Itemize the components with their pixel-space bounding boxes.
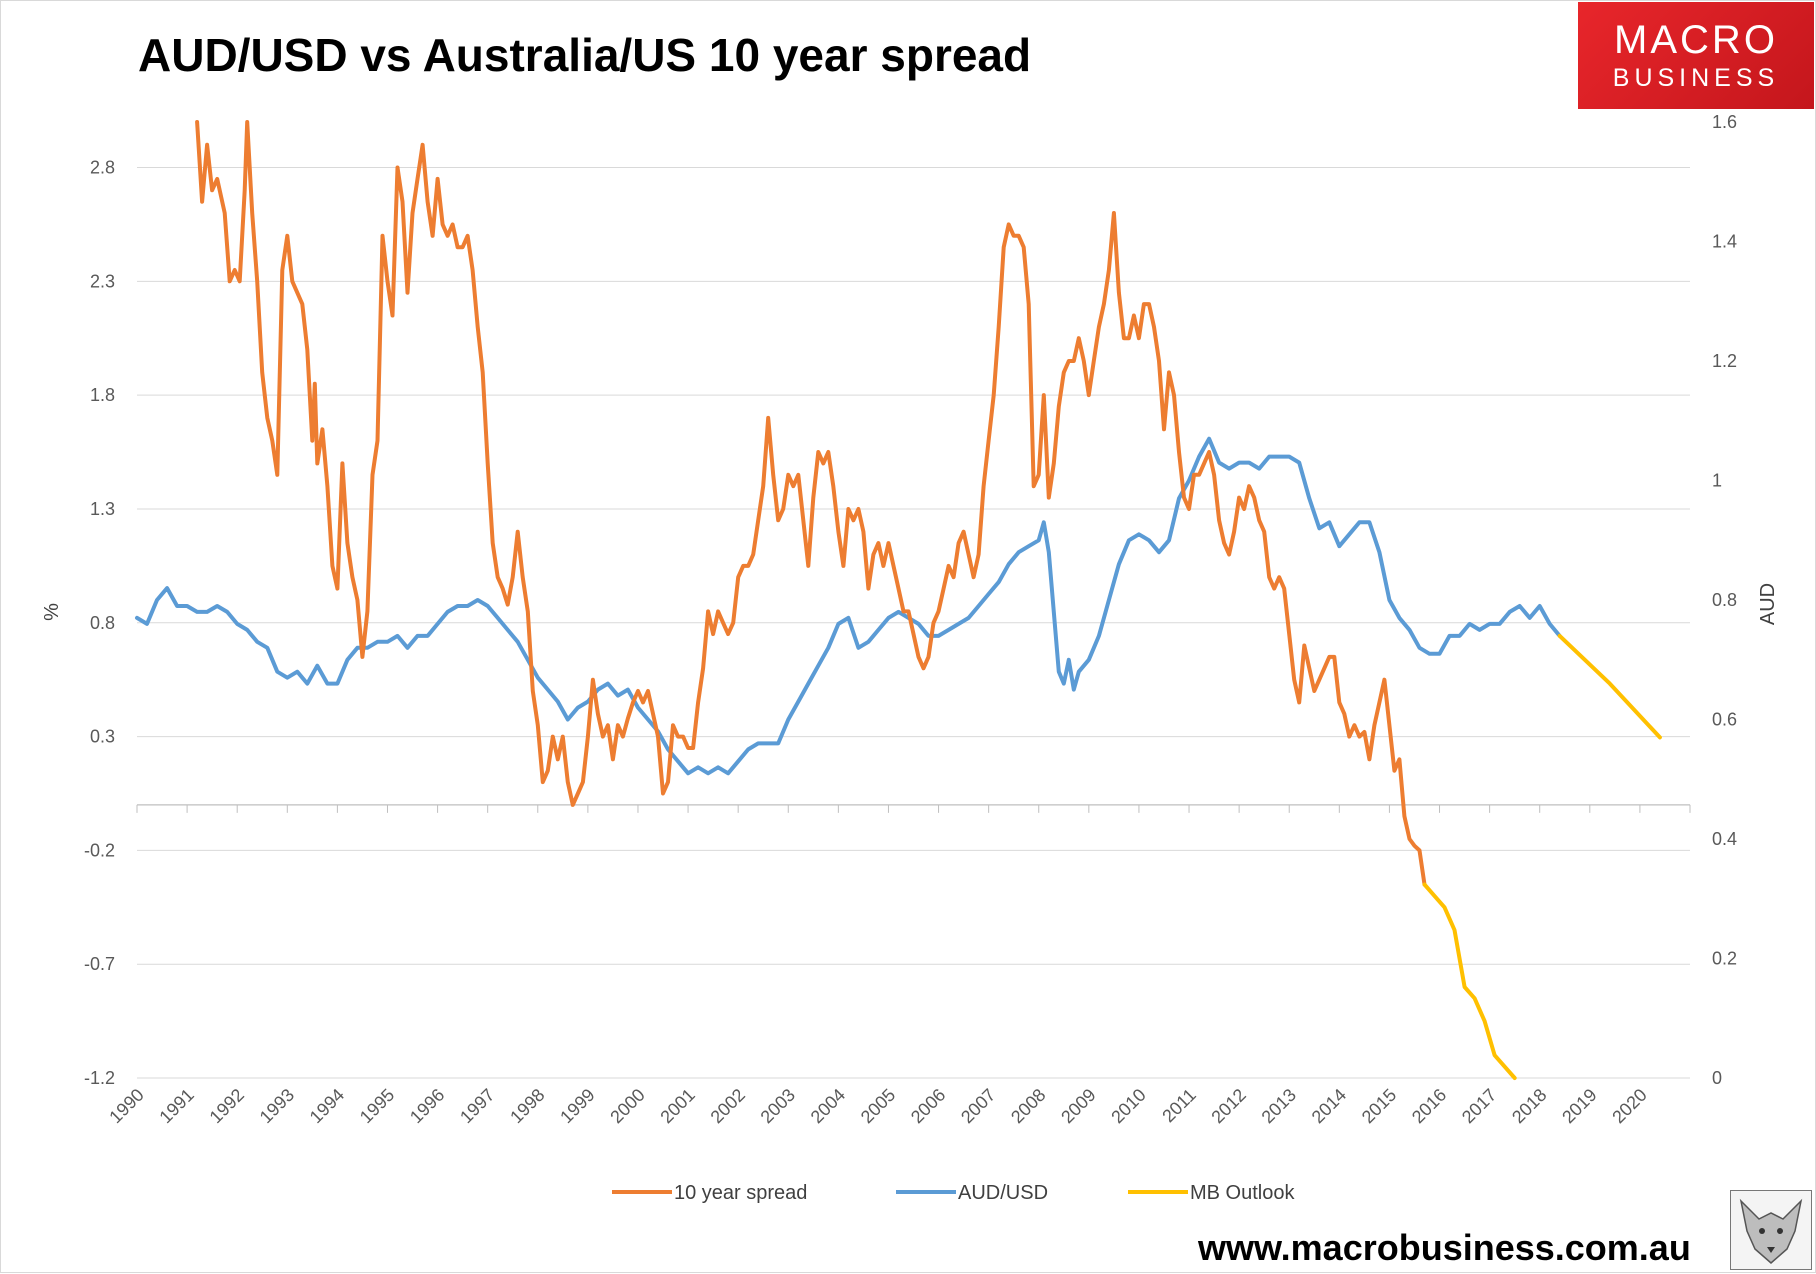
x-tick-label: 2000 [606, 1085, 648, 1127]
series-mb-outlook-line [1422, 882, 1517, 1080]
x-tick-label: 2016 [1408, 1085, 1450, 1127]
legend-entry-label: 10 year spread [674, 1182, 807, 1204]
y-left-tick-label: 0.3 [90, 727, 115, 747]
series-10-year-spread-line [195, 120, 1427, 887]
x-tick-label: 2018 [1508, 1085, 1550, 1127]
x-tick-label: 2010 [1107, 1085, 1149, 1127]
x-tick-label: 2007 [957, 1085, 999, 1127]
y-right-tick-label: 0.6 [1712, 710, 1737, 730]
series-mb-outlook-aud-line [1557, 633, 1662, 740]
x-tick-label: 2020 [1608, 1085, 1650, 1127]
x-tick-label: 2017 [1458, 1085, 1500, 1127]
macrobusiness-logo: MACRO BUSINESS [1578, 2, 1814, 109]
x-tick-label: 2002 [707, 1085, 749, 1127]
x-tick-label: 2003 [757, 1085, 799, 1127]
y-right-tick-label: 0.4 [1712, 829, 1737, 849]
x-tick-label: 1996 [406, 1085, 448, 1127]
legend-entry-label: AUD/USD [958, 1182, 1048, 1204]
y-left-tick-label: 2.8 [90, 158, 115, 178]
x-tick-label: 2013 [1258, 1085, 1300, 1127]
y-left-tick-label: 1.8 [90, 385, 115, 405]
x-tick-label: 2008 [1007, 1085, 1049, 1127]
y-axis-right-label: AUD [1757, 583, 1779, 625]
y-right-tick-label: 0.8 [1712, 590, 1737, 610]
x-tick-label: 1992 [206, 1085, 248, 1127]
x-tick-label: 1991 [155, 1085, 197, 1127]
x-axis: 1990 1991 1992 1993 1994 1995 1996 1997 1998 1999… [105, 804, 1691, 1127]
y-right-tick-label: 1.2 [1712, 351, 1737, 371]
x-tick-label: 2012 [1207, 1085, 1249, 1127]
y-right-tick-label: 0 [1712, 1068, 1722, 1088]
chart-title: AUD/USD vs Australia/US 10 year spread [138, 29, 1032, 81]
logo-line-macro: MACRO [1614, 18, 1778, 62]
y-right-tick-label: 1.6 [1712, 112, 1737, 132]
x-tick-label: 2014 [1308, 1085, 1350, 1127]
fox-mascot-icon [1730, 1190, 1812, 1270]
x-tick-label: 1995 [356, 1085, 398, 1127]
y-axis-right: 1.6 1.4 1.2 1 0.8 0.6 0.4 0.2 0 [1712, 112, 1737, 1088]
y-right-tick-label: 0.2 [1712, 949, 1737, 969]
y-left-tick-label: -0.2 [84, 840, 115, 860]
x-tick-label: 2004 [807, 1085, 849, 1127]
y-left-tick-label: -1.2 [84, 1068, 115, 1088]
series-aud-usd-line [135, 436, 1562, 776]
x-tick-label: 1994 [306, 1085, 348, 1127]
x-tick-label: 1998 [506, 1085, 548, 1127]
y-left-tick-label: 1.3 [90, 499, 115, 519]
legend-entry-label: MB Outlook [1190, 1182, 1295, 1204]
x-tick-label: 2019 [1558, 1085, 1600, 1127]
x-tick-label: 2011 [1158, 1085, 1200, 1127]
x-tick-label: 2005 [857, 1085, 899, 1127]
x-tick-label: 1997 [456, 1085, 498, 1127]
y-left-tick-label: 0.8 [90, 613, 115, 633]
legend: 10 year spread AUD/USD MB Outlook [612, 1182, 1295, 1204]
y-left-tick-label: -0.7 [84, 954, 115, 974]
x-tick-label: 2015 [1358, 1085, 1400, 1127]
y-right-tick-label: 1 [1712, 471, 1722, 491]
y-axis-left: 2.8 2.3 1.8 1.3 0.8 0.3 -0.2 -0.7 -1.2 [84, 158, 115, 1088]
y-right-tick-label: 1.4 [1712, 232, 1737, 252]
x-tick-label: 2006 [907, 1085, 949, 1127]
x-tick-label: 2001 [656, 1085, 698, 1127]
y-left-tick-label: 2.3 [90, 271, 115, 291]
y-axis-left-label: % [41, 603, 63, 621]
x-tick-label: 1999 [556, 1085, 598, 1127]
series-lines [135, 120, 1662, 1080]
website-url[interactable]: www.macrobusiness.com.au [1198, 1227, 1691, 1268]
x-tick-label: 2009 [1057, 1085, 1099, 1127]
x-tick-label: 1993 [256, 1085, 298, 1127]
logo-line-business: BUSINESS [1612, 64, 1780, 92]
x-tick-label: 1990 [105, 1085, 147, 1127]
